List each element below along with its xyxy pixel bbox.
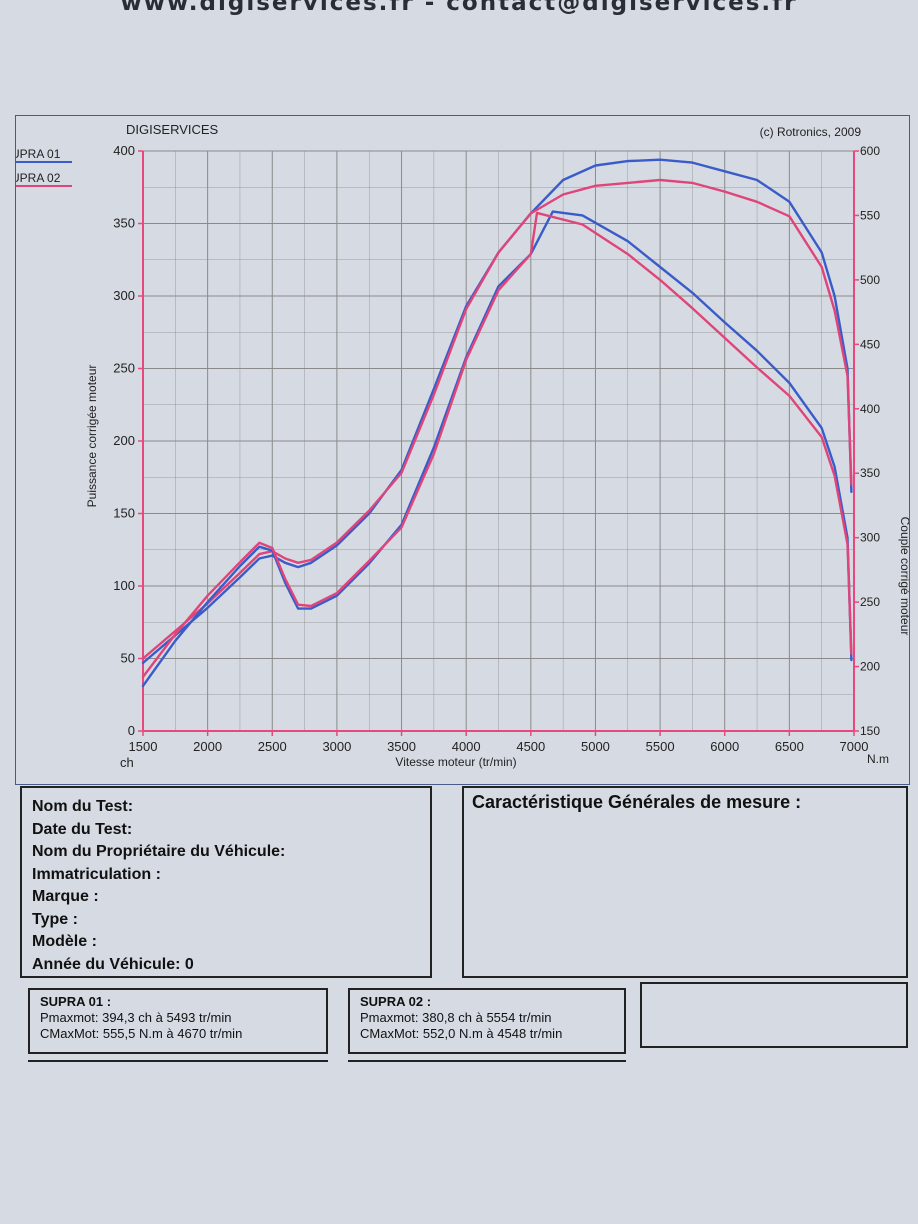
y-tick-label: 250 bbox=[113, 361, 135, 376]
legend-label: SUPRA 02 bbox=[16, 171, 61, 185]
page-header-url: www.digiservices.fr - contact@digiservic… bbox=[120, 0, 798, 16]
x-tick-label: 5000 bbox=[581, 739, 610, 754]
y2-tick-label: 250 bbox=[860, 595, 880, 609]
chart-header-right: (c) Rotronics, 2009 bbox=[760, 125, 862, 139]
x-tick-label: 6000 bbox=[710, 739, 739, 754]
summary-supra01-pmax: Pmaxmot: 394,3 ch à 5493 tr/min bbox=[40, 1010, 232, 1025]
summary-supra01-name: SUPRA 01 : bbox=[40, 994, 112, 1009]
summary-empty-box bbox=[640, 982, 908, 1048]
y2-tick-label: 500 bbox=[860, 273, 880, 287]
y-tick-label: 100 bbox=[113, 578, 135, 593]
y-tick-label: 400 bbox=[113, 143, 135, 158]
summary-supra01: SUPRA 01 : Pmaxmot: 394,3 ch à 5493 tr/m… bbox=[28, 988, 328, 1054]
y2-tick-label: 600 bbox=[860, 144, 880, 158]
x-tick-label: 4000 bbox=[452, 739, 481, 754]
y-unit-label: ch bbox=[120, 755, 134, 770]
series-line-supra01-torque bbox=[141, 210, 853, 688]
series-line-supra02-torque bbox=[141, 211, 853, 679]
y2-tick-label: 150 bbox=[860, 724, 880, 738]
dyno-chart-frame: DIGISERVICES (c) Rotronics, 2009 1500 2000 2… bbox=[15, 115, 910, 785]
x-tick-label: 7000 bbox=[840, 739, 869, 754]
y-tick-label: 300 bbox=[113, 288, 135, 303]
x-tick-label: 2500 bbox=[258, 739, 287, 754]
summary-supra02-cmax: CMaxMot: 552,0 N.m à 4548 tr/min bbox=[360, 1026, 563, 1041]
brand-label: Marque : bbox=[32, 888, 99, 905]
y-tick-label: 200 bbox=[113, 433, 135, 448]
model-label: Modèle : bbox=[32, 933, 97, 950]
x-axis-label: Vitesse moteur (tr/min) bbox=[395, 755, 516, 769]
y2-tick-label: 450 bbox=[860, 337, 880, 351]
test-date-label: Date du Test: bbox=[32, 820, 133, 838]
x-tick-label: 2000 bbox=[193, 739, 222, 754]
type-label: Type : bbox=[32, 910, 78, 928]
y-tick-label: 350 bbox=[113, 216, 135, 231]
x-tick-label: 1500 bbox=[129, 739, 158, 754]
y-axis-label: Puissance corrigée moteur bbox=[85, 365, 99, 508]
y2-axis-label: Couple corrigé moteur bbox=[898, 517, 909, 636]
y-tick-label: 150 bbox=[113, 506, 135, 521]
summary-supra02: SUPRA 02 : Pmaxmot: 380,8 ch à 5554 tr/m… bbox=[348, 988, 626, 1054]
general-measure-box: Caractéristique Générales de mesure : bbox=[462, 786, 908, 978]
owner-name-label: Nom du Propriétaire du Véhicule: bbox=[32, 843, 286, 860]
x-tick-label: 3500 bbox=[387, 739, 416, 754]
x-tick-label: 4500 bbox=[516, 739, 545, 754]
series-line-supra01-power bbox=[141, 158, 853, 665]
legend-label: SUPRA 01 bbox=[16, 147, 61, 161]
y-tick-label: 50 bbox=[121, 651, 135, 666]
y2-tick-label: 400 bbox=[860, 402, 880, 416]
y2-tick-label: 200 bbox=[860, 660, 880, 674]
y2-tick-label: 300 bbox=[860, 531, 880, 545]
x-unit-label: N.m bbox=[867, 752, 889, 766]
test-info-box: Nom du Test: Date du Test: Nom du Propri… bbox=[20, 786, 432, 978]
x-tick-label: 3000 bbox=[322, 739, 351, 754]
vehicle-year-label: Année du Véhicule: 0 bbox=[32, 955, 194, 973]
test-name-label: Nom du Test: bbox=[32, 798, 134, 815]
x-tick-label: 6500 bbox=[775, 739, 804, 754]
y-tick-label: 0 bbox=[128, 723, 135, 738]
registration-label: Immatriculation : bbox=[32, 865, 161, 883]
summary-supra01-cmax: CMaxMot: 555,5 N.m à 4670 tr/min bbox=[40, 1026, 243, 1041]
general-measure-title: Caractéristique Générales de mesure : bbox=[472, 792, 802, 812]
series-line-supra02-power bbox=[141, 178, 853, 660]
chart-header-left: DIGISERVICES bbox=[126, 122, 219, 137]
divider-line bbox=[28, 1060, 328, 1062]
divider-line bbox=[348, 1060, 626, 1062]
summary-supra02-pmax: Pmaxmot: 380,8 ch à 5554 tr/min bbox=[360, 1010, 552, 1025]
summary-supra02-name: SUPRA 02 : bbox=[360, 994, 432, 1009]
x-tick-label: 5500 bbox=[646, 739, 675, 754]
y2-tick-label: 550 bbox=[860, 208, 880, 222]
y2-tick-label: 350 bbox=[860, 466, 880, 480]
